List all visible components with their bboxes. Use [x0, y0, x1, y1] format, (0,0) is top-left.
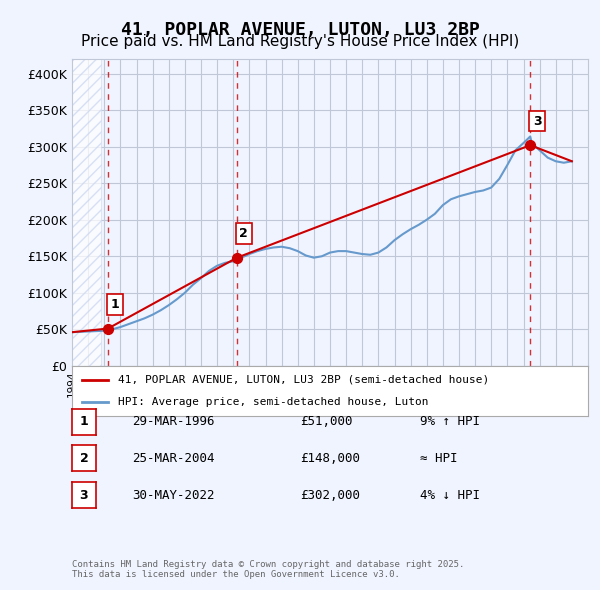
Text: 41, POPLAR AVENUE, LUTON, LU3 2BP: 41, POPLAR AVENUE, LUTON, LU3 2BP	[121, 21, 479, 39]
Text: ≈ HPI: ≈ HPI	[420, 452, 458, 465]
Text: HPI: Average price, semi-detached house, Luton: HPI: Average price, semi-detached house,…	[118, 397, 429, 407]
Text: £51,000: £51,000	[300, 415, 353, 428]
Point	[526, 140, 535, 150]
Text: £302,000: £302,000	[300, 489, 360, 502]
Text: 41, POPLAR AVENUE, LUTON, LU3 2BP (semi-detached house): 41, POPLAR AVENUE, LUTON, LU3 2BP (semi-…	[118, 375, 490, 385]
Text: Price paid vs. HM Land Registry's House Price Index (HPI): Price paid vs. HM Land Registry's House …	[81, 34, 519, 49]
Text: 2: 2	[239, 227, 248, 240]
Text: 30-MAY-2022: 30-MAY-2022	[132, 489, 215, 502]
Text: 1: 1	[80, 415, 88, 428]
Point	[103, 324, 113, 333]
Text: 2: 2	[80, 452, 88, 465]
Text: 25-MAR-2004: 25-MAR-2004	[132, 452, 215, 465]
Text: 3: 3	[533, 114, 541, 128]
Text: 9% ↑ HPI: 9% ↑ HPI	[420, 415, 480, 428]
Point	[232, 253, 242, 263]
Text: Contains HM Land Registry data © Crown copyright and database right 2025.
This d: Contains HM Land Registry data © Crown c…	[72, 560, 464, 579]
Text: 29-MAR-1996: 29-MAR-1996	[132, 415, 215, 428]
Text: 1: 1	[110, 298, 119, 311]
Text: 4% ↓ HPI: 4% ↓ HPI	[420, 489, 480, 502]
Text: 3: 3	[80, 489, 88, 502]
Text: £148,000: £148,000	[300, 452, 360, 465]
